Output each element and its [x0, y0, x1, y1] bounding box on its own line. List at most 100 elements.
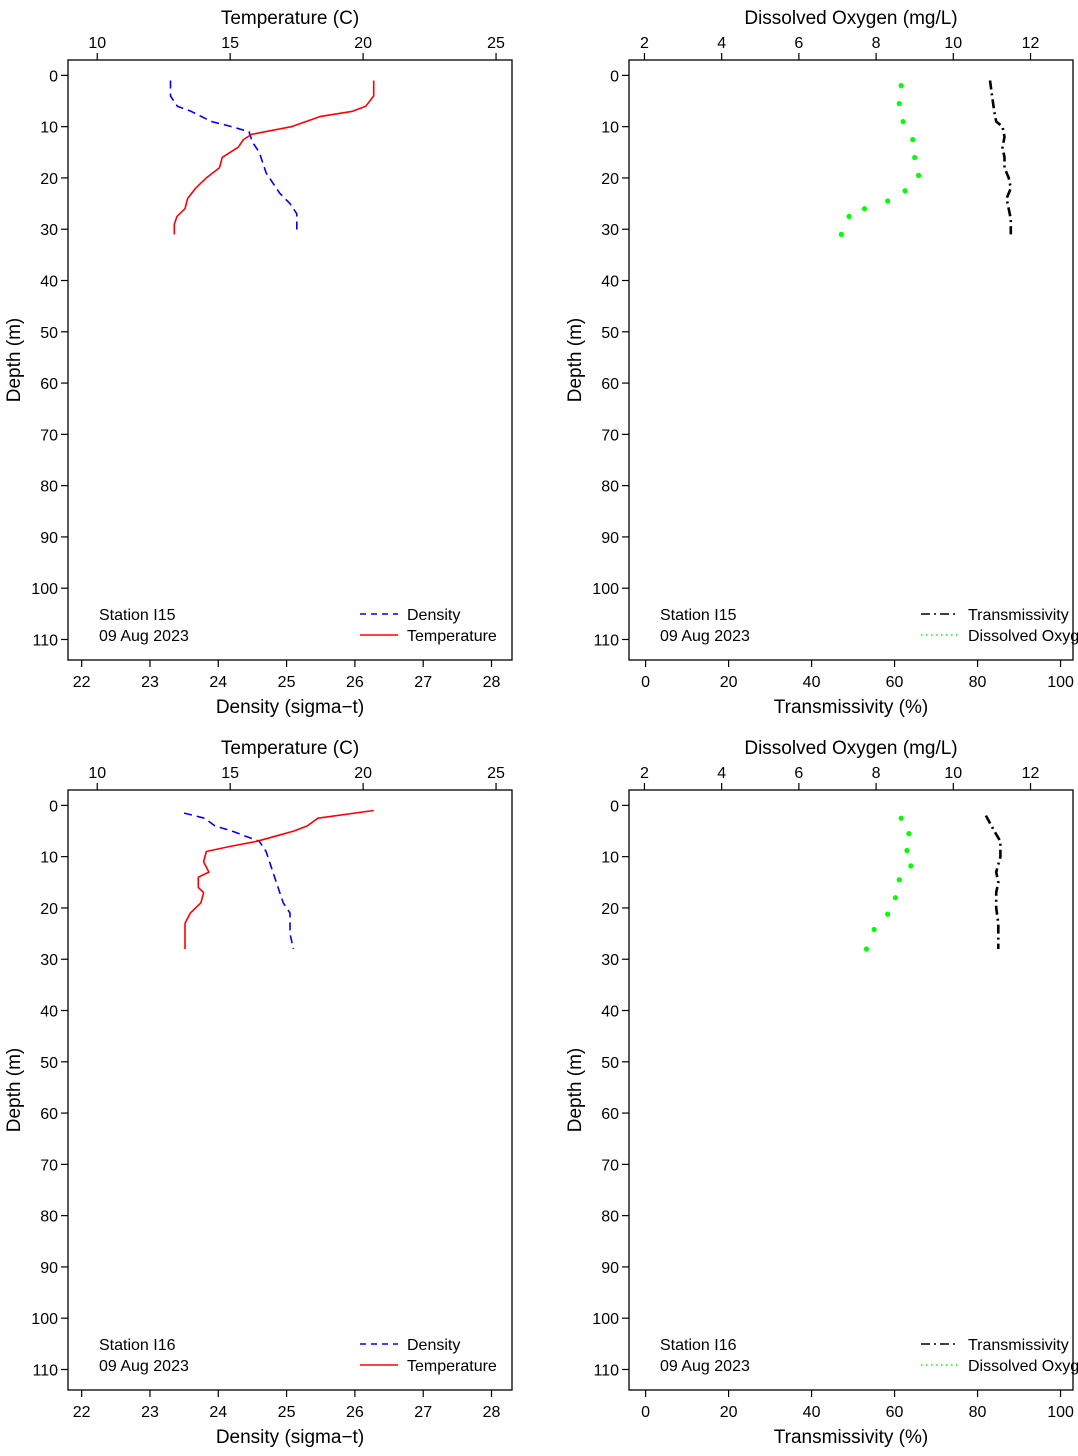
y-tick-label: 110	[593, 632, 619, 649]
x-bottom-tick-label: 0	[641, 1404, 650, 1421]
x-top-tick-label: 4	[717, 35, 726, 52]
y-tick-label: 20	[601, 171, 619, 188]
station-label: Station I16	[660, 1337, 737, 1354]
y-tick-label: 110	[32, 1362, 58, 1379]
series-line	[173, 80, 375, 235]
data-point	[861, 206, 868, 212]
data-point	[871, 926, 877, 933]
y-tick-label: 20	[601, 901, 619, 918]
x-bottom-tick-label: 100	[1047, 1404, 1074, 1421]
y-tick-label: 10	[601, 120, 619, 137]
y-tick-label: 40	[40, 1004, 58, 1021]
x-bottom-tick-label: 28	[483, 674, 501, 691]
x-bottom-tick-label: 26	[346, 674, 364, 691]
date-label: 09 Aug 2023	[99, 1358, 189, 1375]
y-tick-label: 80	[40, 479, 58, 496]
x-bottom-tick-label: 0	[641, 674, 650, 691]
series-dissolved-oxygen	[838, 83, 922, 237]
y-tick-label: 110	[593, 1362, 619, 1379]
x-top-axis-label: Temperature (C)	[221, 8, 359, 29]
y-tick-label: 100	[31, 581, 58, 598]
series-line	[988, 80, 1013, 235]
y-tick-label: 60	[40, 376, 58, 393]
series-temperature	[184, 809, 374, 949]
y-tick-label: 20	[40, 901, 58, 918]
data-point	[846, 213, 852, 220]
x-bottom-tick-label: 27	[414, 1404, 432, 1421]
y-tick-label: 60	[601, 1106, 619, 1123]
y-tick-label: 30	[601, 952, 619, 969]
x-top-axis-label: Dissolved Oxygen (mg/L)	[744, 738, 957, 759]
data-point	[892, 895, 899, 901]
y-tick-label: 0	[610, 68, 619, 85]
data-point	[898, 83, 904, 89]
series-temperature	[173, 80, 375, 235]
x-bottom-tick-label: 20	[720, 674, 738, 691]
legend-label: Transmissivity	[968, 607, 1069, 624]
data-point	[910, 136, 916, 143]
series-line	[183, 812, 295, 950]
x-bottom-tick-label: 80	[969, 1404, 987, 1421]
y-tick-label: 50	[40, 325, 58, 342]
data-point	[896, 877, 902, 883]
data-point	[908, 863, 914, 869]
x-top-tick-label: 8	[872, 35, 881, 52]
y-tick-label: 10	[40, 120, 58, 137]
x-top-tick-label: 15	[221, 765, 239, 782]
y-tick-label: 10	[601, 850, 619, 867]
x-bottom-tick-label: 28	[483, 1404, 501, 1421]
x-top-tick-label: 25	[487, 765, 505, 782]
plot-frame	[628, 59, 1074, 661]
x-top-tick-label: 2	[640, 765, 649, 782]
series-line	[984, 814, 1002, 949]
legend-label: Density	[407, 1337, 460, 1354]
data-point	[838, 231, 844, 237]
y-tick-label: 30	[601, 222, 619, 239]
y-tick-label: 50	[601, 325, 619, 342]
y-tick-label: 90	[40, 530, 58, 547]
x-bottom-tick-label: 20	[720, 1404, 738, 1421]
data-point	[906, 830, 912, 837]
x-top-axis-label: Dissolved Oxygen (mg/L)	[744, 8, 957, 29]
x-top-tick-label: 10	[88, 765, 106, 782]
y-tick-label: 40	[40, 274, 58, 291]
x-top-tick-label: 10	[944, 35, 962, 52]
y-tick-label: 20	[40, 171, 58, 188]
legend-label: Transmissivity	[968, 1337, 1069, 1354]
x-bottom-tick-label: 24	[209, 674, 227, 691]
panel-station-I16-density-temperature: 0 10 20 30 40 50 60 70 80 90 100 110 Depth (m) 22 23 24…	[4, 738, 513, 1448]
x-top-tick-label: 10	[944, 765, 962, 782]
x-bottom-tick-label: 27	[414, 674, 432, 691]
x-top-tick-label: 12	[1022, 35, 1040, 52]
x-bottom-tick-label: 40	[803, 674, 821, 691]
legend-label: Dissolved Oxygen	[968, 1358, 1078, 1375]
y-tick-label: 70	[601, 1157, 619, 1174]
y-tick-label: 60	[40, 1106, 58, 1123]
y-tick-label: 10	[40, 850, 58, 867]
x-bottom-axis-label: Density (sigma−t)	[216, 1427, 364, 1448]
x-top-tick-label: 25	[487, 35, 505, 52]
x-bottom-axis-label: Density (sigma−t)	[216, 697, 364, 718]
y-tick-label: 70	[40, 427, 58, 444]
x-top-tick-label: 15	[221, 35, 239, 52]
series-density	[183, 812, 295, 950]
y-tick-label: 90	[40, 1260, 58, 1277]
date-label: 09 Aug 2023	[660, 628, 750, 645]
y-tick-label: 110	[32, 632, 58, 649]
y-tick-label: 90	[601, 530, 619, 547]
date-label: 09 Aug 2023	[99, 628, 189, 645]
data-point	[885, 911, 891, 917]
x-top-tick-label: 4	[717, 765, 726, 782]
series-line	[184, 809, 374, 949]
x-bottom-tick-label: 60	[886, 1404, 904, 1421]
y-axis-label: Depth (m)	[565, 318, 586, 402]
legend: Transmissivity Dissolved Oxygen	[921, 1337, 1078, 1375]
x-bottom-tick-label: 22	[73, 674, 91, 691]
y-tick-label: 80	[601, 479, 619, 496]
y-tick-label: 60	[601, 376, 619, 393]
y-tick-label: 0	[610, 798, 619, 815]
x-bottom-tick-label: 25	[278, 1404, 296, 1421]
plot-frame	[628, 789, 1074, 1391]
x-bottom-tick-label: 40	[803, 1404, 821, 1421]
